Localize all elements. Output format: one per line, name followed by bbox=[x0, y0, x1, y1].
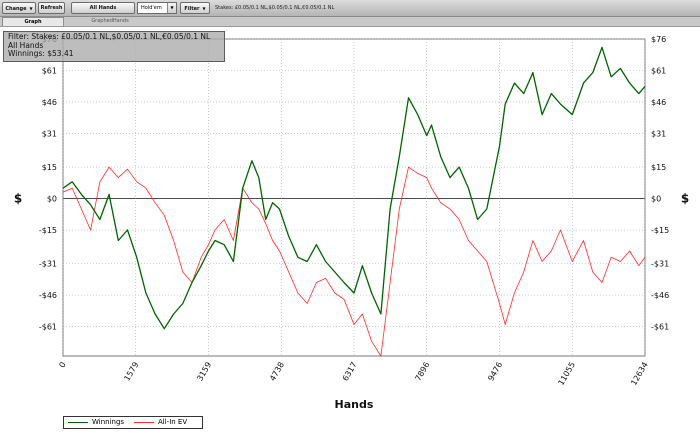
legend-swatch-allin-ev bbox=[134, 422, 154, 423]
y-tick-label-left: $0 bbox=[47, 195, 57, 204]
winnings-line: Winnings: $53.41 bbox=[8, 49, 74, 59]
chart-legend: Winnings All-In EV bbox=[63, 416, 203, 429]
tab-graph[interactable]: Graph bbox=[2, 17, 64, 26]
toolbar: Change ▼ Refresh All Hands Hold'em ▼ Filte… bbox=[0, 0, 700, 17]
y-tick-label-right: $15 bbox=[651, 163, 666, 172]
y-tick-label-right: $46 bbox=[651, 98, 666, 107]
filter-label: Filter bbox=[184, 6, 200, 12]
y-tick-label-right: $76 bbox=[651, 35, 666, 44]
filter-info-box: Filter: Stakes: £0.05/0.1 NL,$0.05/0.1 N… bbox=[3, 31, 225, 62]
x-tick-label: 11055 bbox=[556, 361, 577, 388]
filter-button[interactable]: Filter ▼ bbox=[180, 2, 210, 14]
tab-bar: Graph GraphedHands bbox=[0, 17, 700, 27]
series-line-winnings bbox=[62, 46, 646, 330]
y-tick-label-right: -$15 bbox=[651, 226, 669, 235]
dropdown-arrow-icon: ▼ bbox=[29, 6, 33, 11]
dropdown-arrow-icon: ▼ bbox=[202, 6, 206, 11]
y-tick-label-left: -$31 bbox=[39, 260, 57, 269]
y-axis-label-left: $ bbox=[14, 192, 22, 206]
all-hands-button[interactable]: All Hands bbox=[71, 2, 135, 14]
y-tick-label-right: -$46 bbox=[651, 291, 669, 300]
x-tick-label: 7896 bbox=[413, 361, 431, 383]
x-tick-label: 6317 bbox=[341, 361, 359, 383]
y-tick-label-right: -$61 bbox=[651, 323, 669, 332]
y-tick-label-right: $0 bbox=[651, 195, 661, 204]
stakes-summary: Stakes: £0.05/0.1 NL,$0.05/0.1 NL,€0.05/… bbox=[215, 5, 335, 11]
x-tick-label: 0 bbox=[57, 361, 67, 370]
y-tick-label-right: $61 bbox=[651, 66, 666, 75]
y-tick-label-right: $31 bbox=[651, 129, 666, 138]
change-button[interactable]: Change ▼ bbox=[2, 2, 36, 14]
game-select[interactable]: Hold'em ▼ bbox=[137, 2, 177, 14]
x-tick-label: 4738 bbox=[268, 361, 286, 383]
hands-filter-line: All Hands bbox=[8, 40, 44, 50]
y-tick-label-left: $61 bbox=[42, 66, 57, 75]
y-tick-label-left: -$15 bbox=[39, 226, 57, 235]
plot-area bbox=[62, 38, 646, 357]
y-tick-label-left: -$46 bbox=[39, 291, 57, 300]
y-tick-label-left: -$61 bbox=[39, 323, 57, 332]
legend-label-winnings: Winnings bbox=[92, 418, 125, 426]
y-tick-label-left: $31 bbox=[42, 129, 57, 138]
refresh-button[interactable]: Refresh bbox=[38, 2, 65, 14]
filter-line: Filter: Stakes: £0.05/0.1 NL,$0.05/0.1 N… bbox=[8, 32, 211, 41]
game-select-value: Hold'em bbox=[141, 5, 162, 11]
y-tick-label-right: -$31 bbox=[651, 260, 669, 269]
change-label: Change bbox=[5, 6, 27, 12]
legend-label-allin-ev: All-In EV bbox=[158, 418, 188, 426]
series-line-allin-ev bbox=[62, 166, 646, 357]
y-axis-label-right: $ bbox=[681, 192, 689, 206]
y-tick-label-left: $46 bbox=[42, 98, 57, 107]
x-tick-label: 1579 bbox=[122, 361, 140, 383]
y-tick-label-left: $15 bbox=[42, 163, 57, 172]
x-tick-label: 3159 bbox=[195, 361, 213, 383]
legend-swatch-winnings bbox=[68, 422, 88, 423]
chevron-down-icon: ▼ bbox=[167, 3, 176, 13]
x-tick-label: 9476 bbox=[486, 361, 504, 383]
tab-graphed-hands[interactable]: GraphedHands bbox=[91, 18, 129, 24]
x-axis-label: Hands bbox=[335, 398, 374, 411]
winnings-graph: $76$76$61$61$46$46$31$31$15$15$0$0-$15-$… bbox=[14, 35, 689, 411]
x-tick-label: 12634 bbox=[629, 361, 650, 388]
